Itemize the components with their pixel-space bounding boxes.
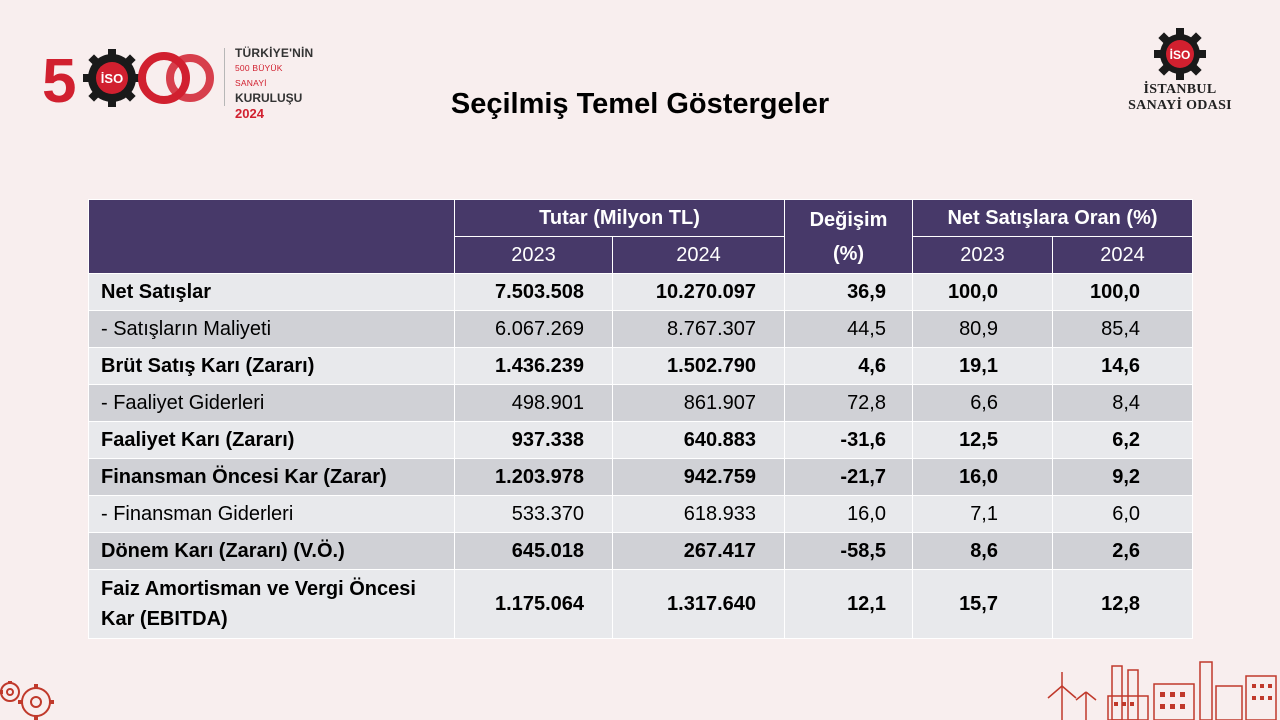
header-year-amount-2023: 2023: [454, 236, 613, 274]
cell-change: -58,5: [784, 532, 913, 570]
cell-amount-2024: 618.933: [612, 495, 785, 533]
row-label: - Finansman Giderleri: [88, 495, 455, 533]
logo-line-1: TÜRKİYE'NİN: [235, 46, 314, 60]
cell-ratio-2023: 12,5: [912, 421, 1053, 459]
table-row: Faiz Amortisman ve Vergi Öncesi Kar (EBI…: [88, 569, 1194, 639]
cell-amount-2024: 8.767.307: [612, 310, 785, 348]
cell-amount-2023: 1.175.064: [454, 569, 613, 639]
table-row: - Satışların Maliyeti 6.067.269 8.767.30…: [88, 310, 1194, 348]
factory-skyline-icon: [1047, 661, 1277, 720]
iso-organization-logo: İSO İSTANBUL SANAYİ ODASI: [1110, 26, 1250, 126]
table-row: Dönem Karı (Zararı) (V.Ö.) 645.018 267.4…: [88, 532, 1194, 570]
indicators-table: Tutar (Milyon TL) Değişim (%) Net Satışl…: [88, 199, 1194, 639]
row-label: Net Satışlar: [88, 273, 455, 311]
cell-ratio-2023: 15,7: [912, 569, 1053, 639]
row-label: - Faaliyet Giderleri: [88, 384, 455, 422]
table-row: Net Satışlar 7.503.508 10.270.097 36,9 1…: [88, 273, 1194, 311]
logo-line-3: KURULUŞU: [235, 91, 303, 105]
row-label: - Satışların Maliyeti: [88, 310, 455, 348]
cell-ratio-2023: 8,6: [912, 532, 1053, 570]
cell-amount-2023: 498.901: [454, 384, 613, 422]
cell-ratio-2023: 16,0: [912, 458, 1053, 496]
row-label: Faaliyet Karı (Zararı): [88, 421, 455, 459]
cell-amount-2023: 1.203.978: [454, 458, 613, 496]
iso-gear-icon: İSO: [1154, 28, 1206, 80]
cell-ratio-2024: 9,2: [1051, 458, 1194, 496]
cell-change: 44,5: [784, 310, 913, 348]
cell-amount-2023: 937.338: [454, 421, 613, 459]
table-row: - Finansman Giderleri 533.370 618.933 16…: [88, 495, 1194, 533]
cell-ratio-2023: 100,0: [912, 273, 1053, 311]
cell-amount-2024: 10.270.097: [612, 273, 785, 311]
cell-change: 16,0: [784, 495, 913, 533]
cell-amount-2024: 942.759: [612, 458, 785, 496]
cell-amount-2024: 861.907: [612, 384, 785, 422]
header-label-cell: [88, 199, 455, 274]
cell-change: 4,6: [784, 347, 913, 385]
header-change: Değişim (%): [784, 199, 913, 274]
logo-line-2: 500 BÜYÜK SANAYİ: [235, 63, 283, 88]
table-row: Faaliyet Karı (Zararı) 937.338 640.883 -…: [88, 421, 1194, 459]
table-row: Brüt Satış Karı (Zararı) 1.436.239 1.502…: [88, 347, 1194, 385]
row-label: Dönem Karı (Zararı) (V.Ö.): [88, 532, 455, 570]
cell-ratio-2024: 14,6: [1051, 347, 1194, 385]
cell-change: 72,8: [784, 384, 913, 422]
cell-amount-2024: 1.502.790: [612, 347, 785, 385]
svg-text:İSO: İSO: [1170, 47, 1191, 62]
page-title: Seçilmiş Temel Göstergeler: [450, 88, 830, 120]
table-header-row: Tutar (Milyon TL) Değişim (%) Net Satışl…: [88, 199, 1194, 274]
header-amount-group: Tutar (Milyon TL): [454, 199, 785, 237]
cell-ratio-2024: 12,8: [1051, 569, 1194, 639]
cell-amount-2023: 1.436.239: [454, 347, 613, 385]
cell-ratio-2024: 85,4: [1051, 310, 1194, 348]
cell-amount-2024: 1.317.640: [612, 569, 785, 639]
svg-text:İSO: İSO: [101, 71, 123, 86]
logo-digit-5: 5: [42, 47, 76, 115]
row-label: Finansman Öncesi Kar (Zarar): [88, 458, 455, 496]
cell-change: 12,1: [784, 569, 913, 639]
logo-line-4: 2024: [235, 106, 264, 121]
cell-ratio-2023: 6,6: [912, 384, 1053, 422]
table-years-row: 2023 2024 2023 2024: [89, 236, 1194, 274]
cell-amount-2023: 533.370: [454, 495, 613, 533]
cell-amount-2023: 645.018: [454, 532, 613, 570]
logo-divider: [224, 48, 225, 106]
cell-amount-2023: 7.503.508: [454, 273, 613, 311]
cell-amount-2024: 640.883: [612, 421, 785, 459]
cell-ratio-2024: 8,4: [1051, 384, 1194, 422]
header-year-ratio-2024: 2024: [1051, 236, 1194, 274]
cell-ratio-2023: 80,9: [912, 310, 1053, 348]
logo-text-block: TÜRKİYE'NİN 500 BÜYÜK SANAYİ KURULUŞU 20…: [235, 46, 313, 121]
header-change-label: Değişim (%): [809, 208, 888, 265]
cell-ratio-2023: 7,1: [912, 495, 1053, 533]
header-ratio-group: Net Satışlara Oran (%): [911, 199, 1194, 237]
org-name-line-1: İSTANBUL: [1143, 82, 1217, 97]
header-year-amount-2024: 2024: [612, 236, 785, 274]
cell-change: 36,9: [784, 273, 913, 311]
cell-ratio-2023: 19,1: [912, 347, 1053, 385]
cell-ratio-2024: 6,2: [1051, 421, 1194, 459]
cell-ratio-2024: 100,0: [1051, 273, 1194, 311]
header-year-ratio-2023: 2023: [912, 236, 1053, 274]
cell-amount-2023: 6.067.269: [454, 310, 613, 348]
logo-500-mark: 5 İSO: [42, 47, 214, 115]
top-500-logo: 5 İSO TÜRKİYE'NİN 500 BÜYÜK SANAYİ KURUL…: [40, 40, 313, 121]
org-name-line-2: SANAYİ ODASI: [1128, 98, 1232, 113]
cell-ratio-2024: 2,6: [1051, 532, 1194, 570]
row-label: Brüt Satış Karı (Zararı): [88, 347, 455, 385]
table-row: - Faaliyet Giderleri 498.901 861.907 72,…: [88, 384, 1194, 422]
cell-ratio-2024: 6,0: [1051, 495, 1194, 533]
cell-change: -31,6: [784, 421, 913, 459]
table-row: Finansman Öncesi Kar (Zarar) 1.203.978 9…: [88, 458, 1194, 496]
cell-amount-2024: 267.417: [612, 532, 785, 570]
gears-decoration-icon: [0, 681, 54, 720]
row-label: Faiz Amortisman ve Vergi Öncesi Kar (EBI…: [88, 569, 455, 639]
cell-change: -21,7: [784, 458, 913, 496]
